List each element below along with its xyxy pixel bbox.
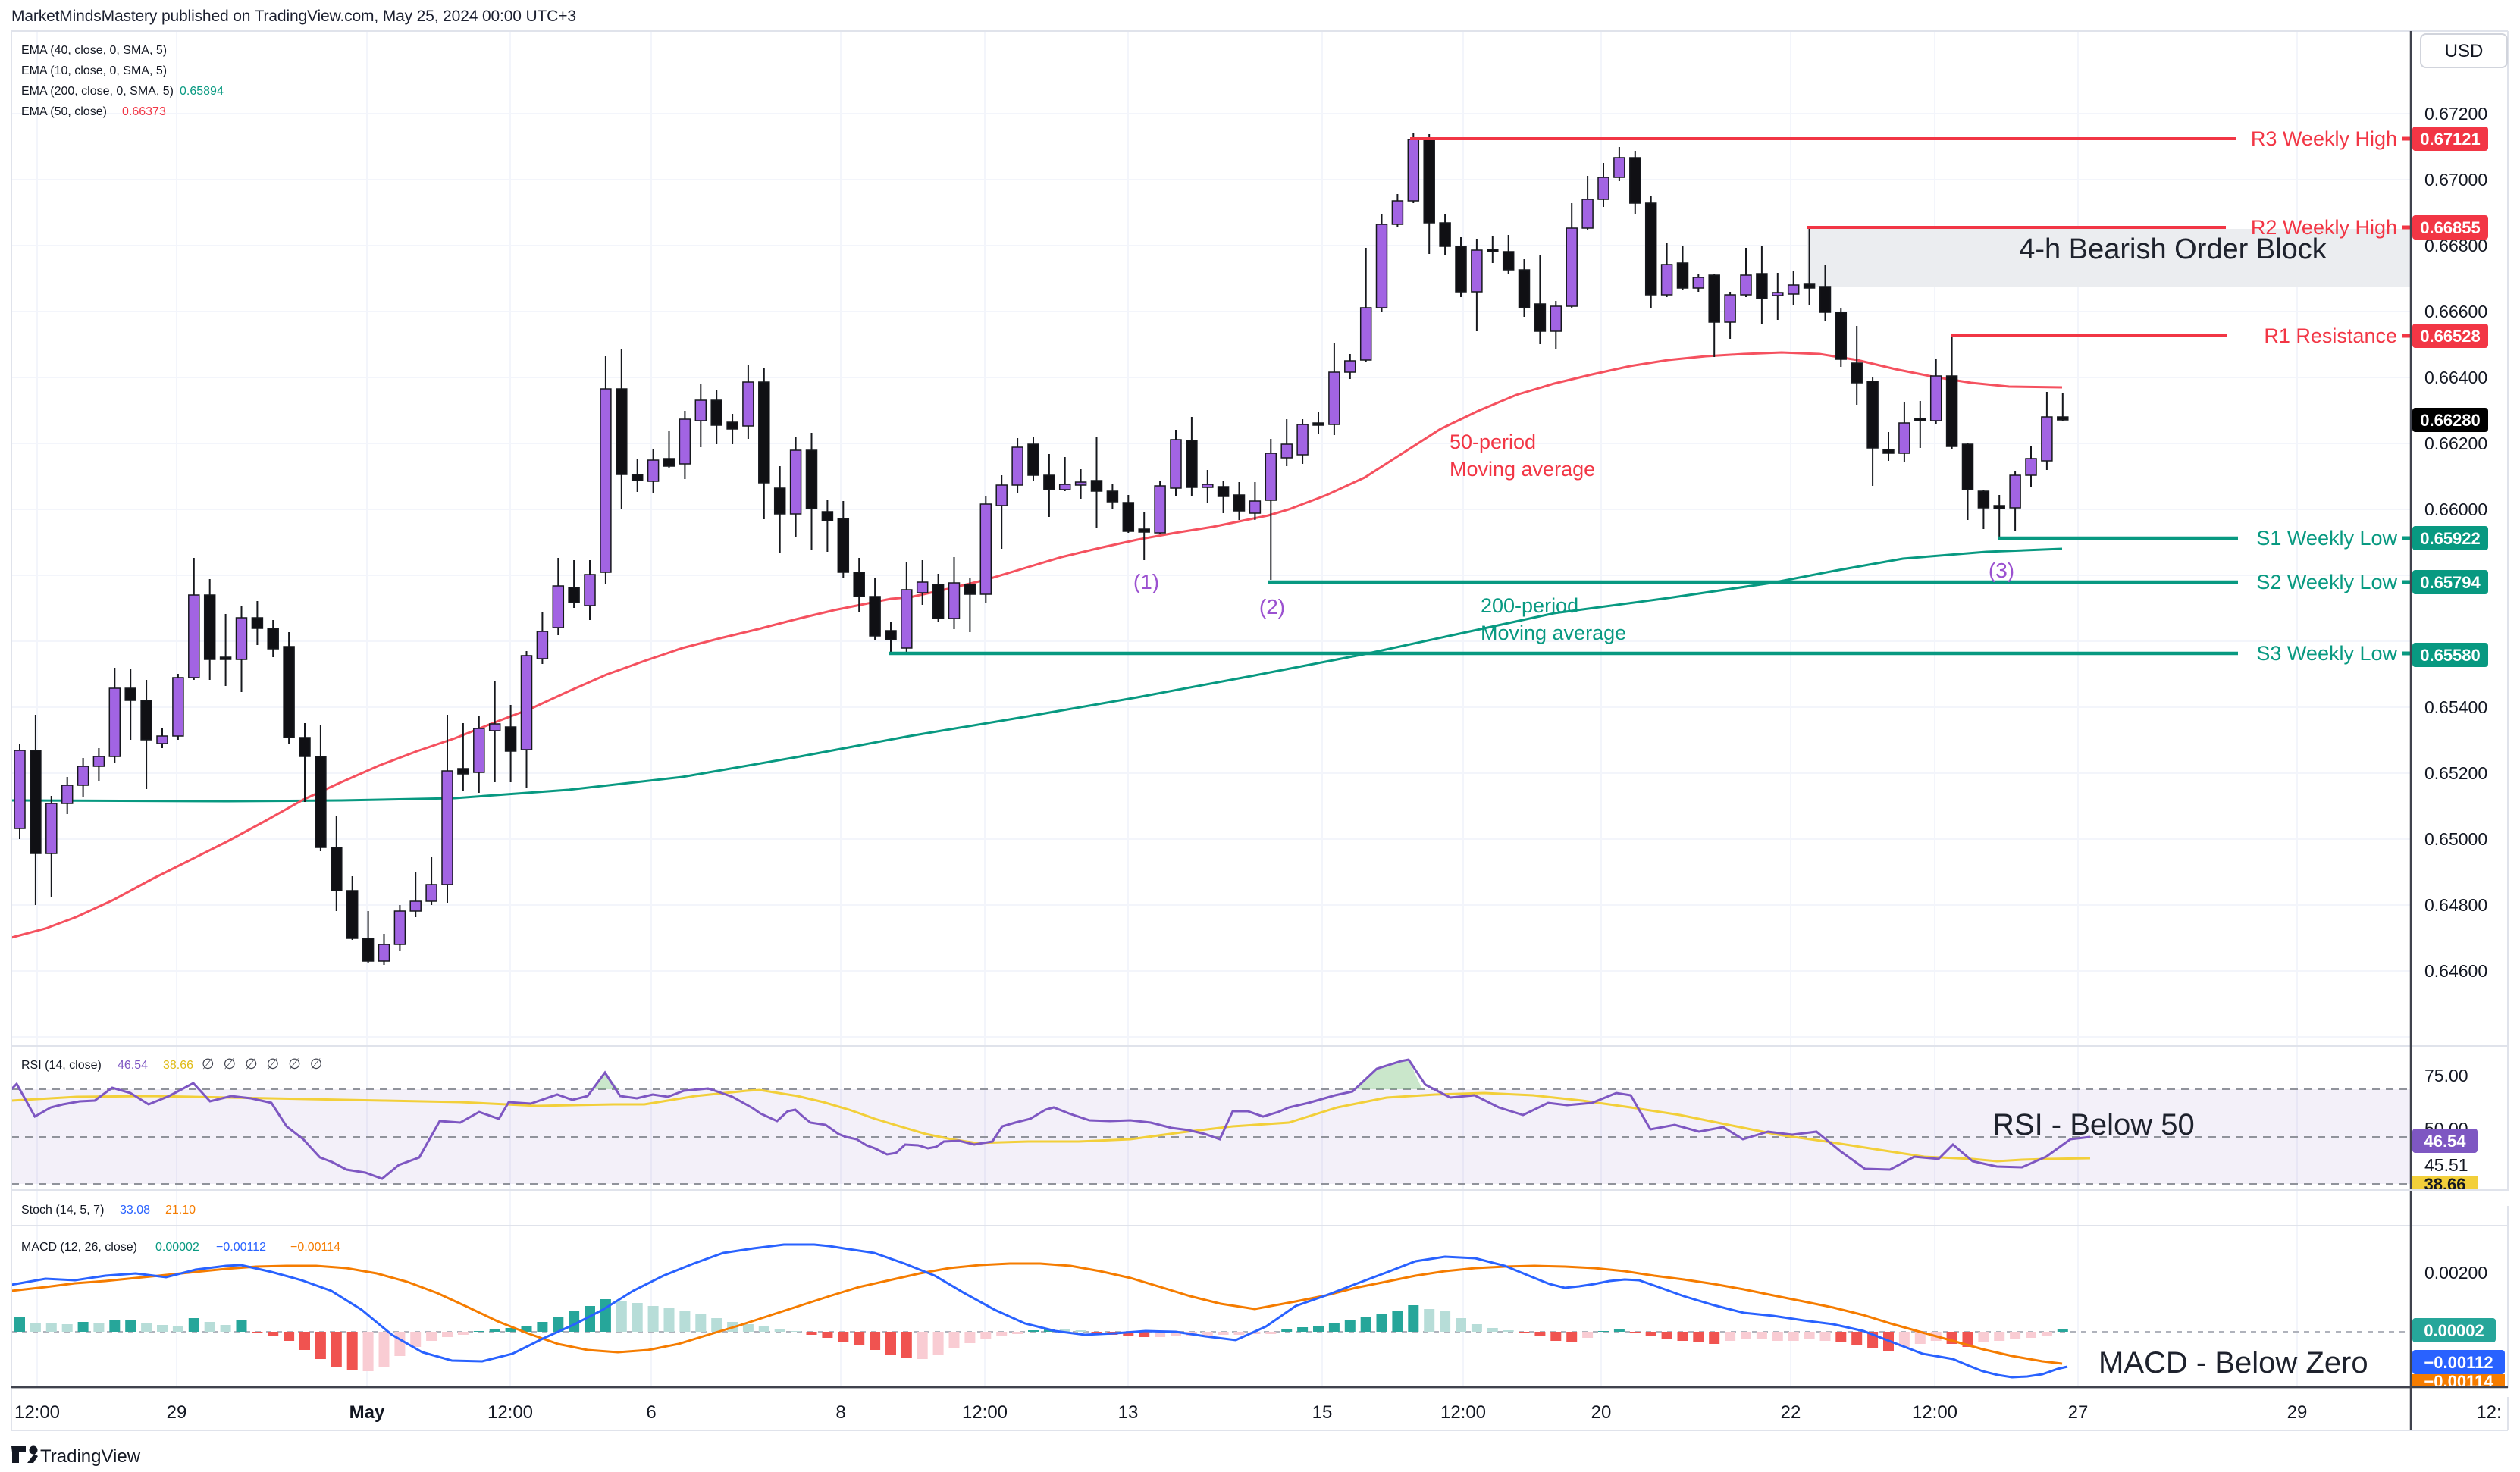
svg-text:12:00: 12:00 <box>1912 1402 1957 1423</box>
svg-text:0.00002: 0.00002 <box>155 1241 199 1254</box>
svg-text:R3 Weekly High: R3 Weekly High <box>2251 127 2397 150</box>
svg-text:0.65400: 0.65400 <box>2424 697 2487 717</box>
svg-text:0.65922: 0.65922 <box>2420 529 2481 548</box>
svg-text:0.66000: 0.66000 <box>2424 500 2487 519</box>
svg-text:0.66400: 0.66400 <box>2424 368 2487 387</box>
svg-text:EMA (200, close, 0, SMA, 5): EMA (200, close, 0, SMA, 5) <box>21 85 174 98</box>
svg-text:Moving average: Moving average <box>1481 622 1626 644</box>
svg-text:R2 Weekly High: R2 Weekly High <box>2251 216 2397 239</box>
svg-text:4-h Bearish Order Block: 4-h Bearish Order Block <box>2019 233 2327 265</box>
svg-text:0.00200: 0.00200 <box>2424 1263 2487 1283</box>
svg-text:Moving average: Moving average <box>1450 458 1595 481</box>
svg-text:29: 29 <box>167 1402 187 1423</box>
svg-text:R1 Resistance: R1 Resistance <box>2264 324 2397 347</box>
svg-text:MarketMindsMastery published o: MarketMindsMastery published on TradingV… <box>11 8 576 25</box>
svg-text:0.66373: 0.66373 <box>122 105 166 118</box>
svg-text:EMA (10, close, 0, SMA, 5): EMA (10, close, 0, SMA, 5) <box>21 64 167 77</box>
svg-text:0.66855: 0.66855 <box>2420 218 2481 237</box>
svg-text:20: 20 <box>1591 1402 1612 1423</box>
svg-text:0.66280: 0.66280 <box>2420 411 2481 430</box>
svg-text:0.66600: 0.66600 <box>2424 302 2487 321</box>
svg-text:27: 27 <box>2068 1402 2089 1423</box>
svg-text:−0.00114: −0.00114 <box>290 1241 340 1254</box>
svg-text:29: 29 <box>2287 1402 2308 1423</box>
svg-text:12:: 12: <box>2476 1402 2501 1423</box>
svg-text:−0.00112: −0.00112 <box>216 1241 266 1254</box>
svg-text:MACD (12, 26, close): MACD (12, 26, close) <box>21 1241 137 1254</box>
svg-text:0.00002: 0.00002 <box>2424 1321 2484 1340</box>
svg-text:USD: USD <box>2445 41 2484 61</box>
svg-text:12:00: 12:00 <box>962 1402 1008 1423</box>
svg-text:0.65794: 0.65794 <box>2420 573 2481 592</box>
svg-text:12:00: 12:00 <box>487 1402 533 1423</box>
svg-text:(1): (1) <box>1133 570 1159 593</box>
svg-text:45.51: 45.51 <box>2424 1155 2468 1175</box>
svg-text:21.10: 21.10 <box>165 1204 196 1217</box>
svg-text:0.64600: 0.64600 <box>2424 961 2487 981</box>
svg-text:EMA (40, close, 0, SMA, 5): EMA (40, close, 0, SMA, 5) <box>21 44 167 57</box>
svg-text:MACD - Below Zero: MACD - Below Zero <box>2098 1346 2368 1380</box>
svg-text:6: 6 <box>646 1402 656 1423</box>
svg-text:0.65894: 0.65894 <box>180 85 224 98</box>
svg-text:0.67000: 0.67000 <box>2424 170 2487 189</box>
svg-text:(2): (2) <box>1259 595 1285 619</box>
svg-text:S3 Weekly Low: S3 Weekly Low <box>2256 642 2397 665</box>
svg-text:200-period: 200-period <box>1481 594 1578 617</box>
svg-text:0.66200: 0.66200 <box>2424 434 2487 453</box>
svg-text:0.67200: 0.67200 <box>2424 104 2487 124</box>
svg-text:EMA (50, close): EMA (50, close) <box>21 105 107 118</box>
svg-text:0.65580: 0.65580 <box>2420 646 2481 665</box>
svg-text:13: 13 <box>1118 1402 1139 1423</box>
svg-text:(3): (3) <box>1989 559 2014 582</box>
svg-text:12:00: 12:00 <box>1440 1402 1486 1423</box>
svg-text:S1 Weekly Low: S1 Weekly Low <box>2256 527 2397 550</box>
svg-text:75.00: 75.00 <box>2424 1066 2468 1085</box>
svg-text:0.67121: 0.67121 <box>2420 130 2481 149</box>
svg-text:RSI - Below 50: RSI - Below 50 <box>1992 1108 2195 1142</box>
svg-text:33.08: 33.08 <box>120 1204 150 1217</box>
svg-text:Stoch (14, 5, 7): Stoch (14, 5, 7) <box>21 1204 104 1217</box>
svg-text:38.66: 38.66 <box>163 1059 193 1072</box>
svg-text:∅∅∅∅∅∅: ∅∅∅∅∅∅ <box>202 1057 331 1073</box>
svg-text:0.64800: 0.64800 <box>2424 895 2487 915</box>
svg-text:0.65200: 0.65200 <box>2424 763 2487 783</box>
svg-text:8: 8 <box>835 1402 845 1423</box>
svg-text:0.66528: 0.66528 <box>2420 327 2481 346</box>
svg-text:46.54: 46.54 <box>2424 1132 2466 1151</box>
svg-text:0.65000: 0.65000 <box>2424 829 2487 849</box>
svg-text:12:00: 12:00 <box>14 1402 60 1423</box>
svg-text:46.54: 46.54 <box>118 1059 148 1072</box>
svg-text:TradingView: TradingView <box>40 1446 141 1467</box>
svg-text:May: May <box>349 1402 385 1423</box>
svg-text:−0.00112: −0.00112 <box>2424 1353 2493 1372</box>
svg-text:RSI (14, close): RSI (14, close) <box>21 1059 102 1072</box>
svg-text:50-period: 50-period <box>1450 431 1536 453</box>
svg-text:22: 22 <box>1781 1402 1801 1423</box>
svg-text:S2 Weekly Low: S2 Weekly Low <box>2256 571 2397 593</box>
svg-text:15: 15 <box>1312 1402 1333 1423</box>
